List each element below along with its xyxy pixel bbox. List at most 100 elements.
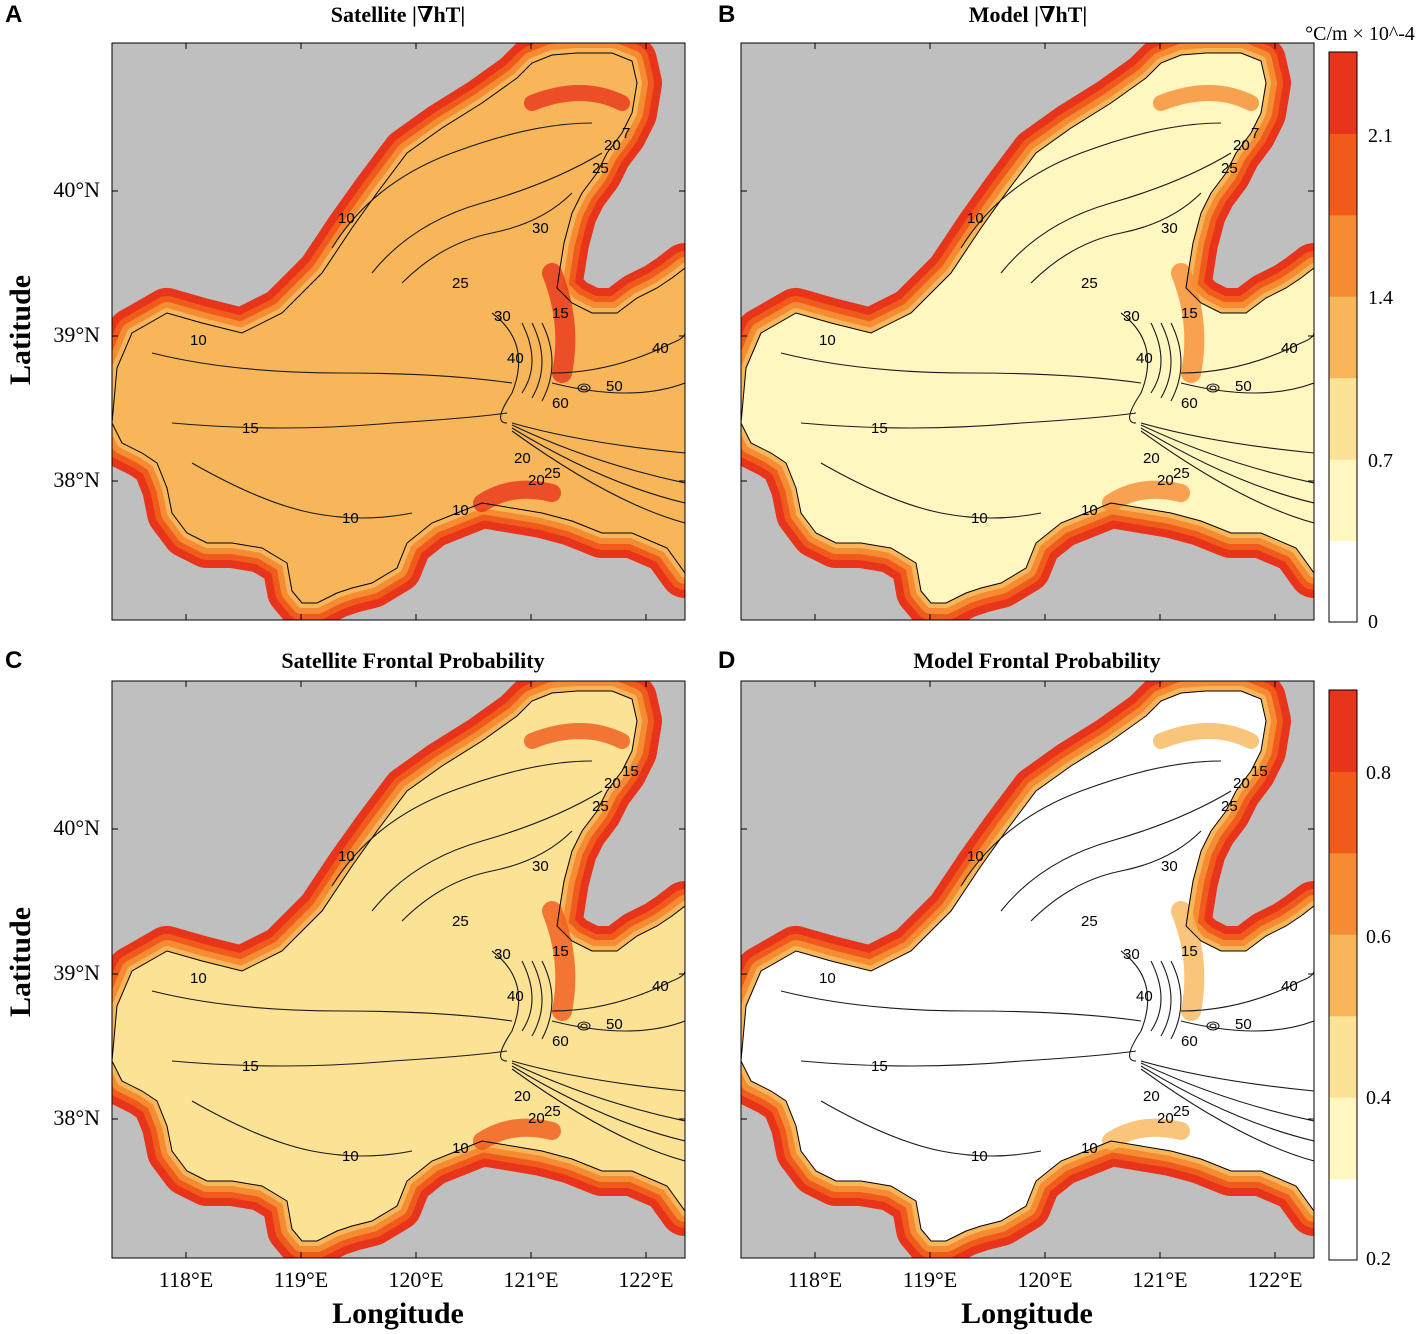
- isobath: [780, 352, 1142, 384]
- isobath: [1120, 950, 1149, 1062]
- contour-label: 25: [592, 160, 609, 177]
- isobath: [151, 990, 513, 1022]
- isobath: [531, 960, 543, 1037]
- contour-label: 10: [819, 970, 836, 987]
- sea-interior: [741, 53, 1314, 603]
- contour-label: 30: [1123, 946, 1140, 963]
- coastline: [741, 690, 1314, 1242]
- panel-c-ylabel: Latitude: [4, 907, 37, 1017]
- colorbar-b-tick-3: 2.1: [1368, 125, 1393, 147]
- colorbar-d-tick-3: 0.8: [1366, 762, 1391, 784]
- colorbar-block: [1329, 214, 1357, 297]
- frontal-band: [542, 263, 576, 383]
- panel-c-frame: [111, 680, 686, 1259]
- panel-d-xlabel: Longitude: [961, 1297, 1093, 1330]
- isobath: [1140, 1068, 1314, 1162]
- contour-label: 30: [1123, 308, 1140, 325]
- isobath: [1140, 427, 1314, 504]
- isobath: [171, 412, 508, 429]
- panel-c-xlabel: Longitude: [332, 1297, 464, 1330]
- frontal-band: [542, 901, 576, 1021]
- isobath: [331, 122, 593, 249]
- isobath: [1206, 1021, 1220, 1031]
- isobath: [331, 760, 593, 887]
- colorbar-b-tick-2: 1.4: [1368, 287, 1393, 309]
- colorbar-b-tick-0: 0: [1368, 611, 1378, 633]
- contour-label: 20: [1157, 472, 1174, 489]
- contour-label: 15: [1181, 943, 1198, 960]
- contour-label: 40: [507, 988, 524, 1005]
- isobath: [1206, 383, 1220, 393]
- isobath: [1140, 424, 1314, 484]
- isobath: [521, 322, 533, 394]
- contour-label: 10: [190, 332, 207, 349]
- panel-d-xtick-0: 118°E: [788, 1267, 842, 1292]
- contour-label: 7: [622, 125, 630, 142]
- isobath: [1140, 1062, 1314, 1122]
- isobath: [491, 950, 520, 1062]
- isobath: [1160, 322, 1172, 399]
- frontal-band: [1171, 901, 1205, 1021]
- colorbar-block: [1329, 133, 1357, 216]
- isobath: [511, 1068, 685, 1162]
- coastline: [112, 690, 685, 1242]
- frontal-band: [1153, 723, 1259, 749]
- contour-label: 10: [338, 210, 355, 227]
- frontal-band: [1153, 85, 1259, 111]
- colorbar-block: [1329, 1015, 1357, 1098]
- colorbar-block: [1329, 540, 1357, 623]
- panel-a-title: Satellite |∇hT|: [331, 2, 465, 27]
- panel-d-xtick-4: 122°E: [1247, 1267, 1302, 1292]
- isobath: [401, 192, 573, 284]
- isobath: [800, 412, 1137, 429]
- isobath: [960, 760, 1222, 887]
- colorbar-gradient: °C/m × 10^-4 0 0.7 1.4 2.1: [1305, 23, 1415, 633]
- contour-label: 10: [819, 332, 836, 349]
- isobath: [191, 1100, 413, 1157]
- contour-label: 40: [1281, 340, 1298, 357]
- isobath: [1209, 1023, 1217, 1029]
- panel-a-ytick-0: 38°N: [53, 467, 100, 492]
- colorbar-block: [1329, 459, 1357, 542]
- sea-interior: [741, 691, 1314, 1241]
- isobath: [1180, 332, 1314, 374]
- panel-d-title: Model Frontal Probability: [913, 648, 1160, 673]
- contour-label: 40: [652, 978, 669, 995]
- colorbar-probability: 0.2 0.4 0.6 0.8: [1328, 689, 1391, 1270]
- contour-label: 20: [528, 472, 545, 489]
- contour-label: 20: [1233, 137, 1250, 154]
- isobath: [551, 970, 685, 1012]
- panel-a-ylabel: Latitude: [4, 275, 37, 385]
- panel-a-ytick-2: 40°N: [53, 177, 100, 202]
- frontal-band: [473, 1118, 561, 1150]
- panel-d-frame: [740, 680, 1315, 1259]
- isobath: [1170, 960, 1182, 1040]
- contour-label: 15: [552, 305, 569, 322]
- isobath: [1140, 1065, 1314, 1142]
- isobath: [521, 960, 533, 1032]
- contour-label: 20: [514, 450, 531, 467]
- isobath: [1140, 422, 1314, 454]
- frontal-band: [1171, 263, 1205, 383]
- isobath: [511, 427, 685, 504]
- panel-d-xtick-1: 119°E: [903, 1267, 957, 1292]
- isobath: [1030, 192, 1202, 284]
- isobath: [577, 1021, 591, 1031]
- contour-label: 25: [544, 465, 561, 482]
- contour-label: 15: [242, 420, 259, 437]
- contour-label: 10: [971, 510, 988, 527]
- contour-label: 10: [342, 510, 359, 527]
- isobath: [780, 990, 1142, 1022]
- contour-label: 10: [967, 210, 984, 227]
- panel-c-xtick-2: 120°E: [388, 1267, 443, 1292]
- contour-label: 20: [1233, 775, 1250, 792]
- isobath: [1160, 960, 1172, 1037]
- colorbar-block: [1329, 377, 1357, 460]
- contour-label: 40: [652, 340, 669, 357]
- isobath: [1180, 1020, 1314, 1032]
- sea-interior: [112, 53, 685, 603]
- isobath: [511, 1060, 685, 1092]
- panel-d-xtick-2: 120°E: [1017, 1267, 1072, 1292]
